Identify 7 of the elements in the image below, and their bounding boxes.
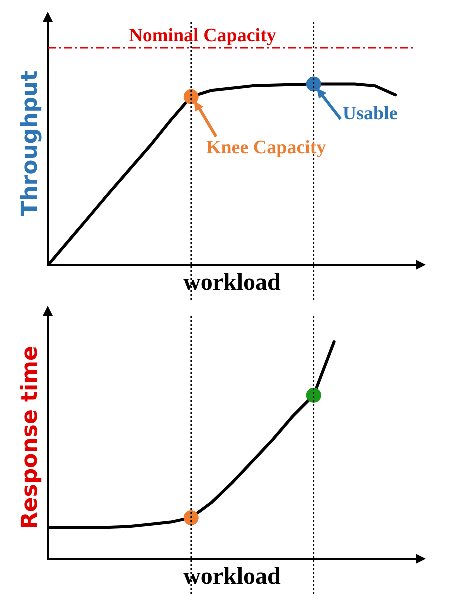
annotation: Knee Capacity	[206, 137, 327, 158]
x-axis-title: workload	[184, 270, 282, 296]
y-axis-title: Response time	[18, 346, 43, 530]
ref-line-label: Nominal Capacity	[129, 25, 277, 46]
annotation: Usable	[342, 104, 398, 125]
x-axis-title: workload	[184, 564, 282, 590]
y-axis-title: Throughput	[18, 70, 43, 216]
